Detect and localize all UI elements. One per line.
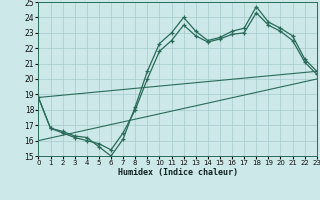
X-axis label: Humidex (Indice chaleur): Humidex (Indice chaleur) xyxy=(118,168,238,177)
